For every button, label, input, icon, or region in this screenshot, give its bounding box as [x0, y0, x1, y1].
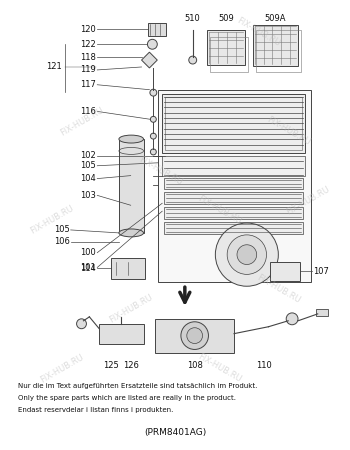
Text: 117: 117	[80, 80, 96, 89]
Text: FIX-HUB.RU: FIX-HUB.RU	[137, 155, 184, 187]
Bar	[164, 222, 303, 234]
Text: FIX-HUB.RU: FIX-HUB.RU	[38, 352, 85, 384]
Text: 120: 120	[80, 25, 96, 34]
Circle shape	[150, 133, 156, 139]
Text: 119: 119	[80, 65, 96, 74]
Bar	[148, 22, 166, 36]
Bar	[164, 178, 303, 189]
Text: 509: 509	[218, 14, 234, 22]
Bar	[155, 319, 234, 353]
Ellipse shape	[119, 135, 144, 143]
Bar	[162, 156, 305, 176]
Bar	[165, 97, 302, 150]
Text: FIX-HUB.RU: FIX-HUB.RU	[196, 352, 243, 384]
Text: 101: 101	[80, 263, 96, 272]
Text: 108: 108	[187, 361, 203, 370]
Text: 106: 106	[54, 237, 70, 246]
Circle shape	[77, 319, 86, 328]
Text: 100: 100	[80, 248, 96, 257]
Circle shape	[150, 89, 157, 96]
Circle shape	[227, 235, 266, 274]
Text: 126: 126	[123, 361, 139, 370]
Text: 118: 118	[80, 53, 96, 62]
Bar	[164, 207, 303, 219]
Text: 114: 114	[80, 264, 96, 273]
Text: Only the spare parts which are listed are really in the product.: Only the spare parts which are listed ar…	[18, 395, 236, 401]
Bar	[210, 37, 248, 72]
Text: 105: 105	[80, 161, 96, 170]
Text: 121: 121	[46, 63, 62, 72]
Text: 107: 107	[313, 267, 329, 276]
Text: 110: 110	[256, 361, 272, 370]
Text: 103: 103	[80, 191, 96, 200]
Polygon shape	[141, 52, 157, 68]
Bar	[162, 94, 305, 153]
Bar	[316, 309, 328, 316]
Text: FIX-HUB.RU: FIX-HUB.RU	[255, 273, 302, 305]
Bar	[111, 257, 146, 279]
Circle shape	[187, 328, 203, 343]
Circle shape	[181, 322, 209, 350]
Bar	[99, 324, 144, 343]
Text: Endast reservdelar i listan finns i produkten.: Endast reservdelar i listan finns i prod…	[18, 407, 173, 413]
Circle shape	[150, 149, 156, 155]
Text: 104: 104	[80, 174, 96, 183]
Text: FIX-HUB.RU: FIX-HUB.RU	[235, 16, 282, 49]
Text: FIX-HUB.RU: FIX-HUB.RU	[107, 293, 154, 325]
Circle shape	[286, 313, 298, 325]
Text: (PRM8401AG): (PRM8401AG)	[144, 428, 206, 437]
Text: FIX-HUB.RU: FIX-HUB.RU	[29, 204, 75, 236]
Text: 509A: 509A	[265, 14, 286, 22]
Text: 116: 116	[80, 107, 96, 116]
Text: 125: 125	[103, 361, 119, 370]
Text: 105: 105	[54, 225, 70, 234]
Text: FIX-HUB.RU: FIX-HUB.RU	[265, 115, 312, 147]
Text: 510: 510	[185, 14, 201, 22]
Ellipse shape	[119, 229, 144, 237]
Text: 122: 122	[80, 40, 96, 49]
Text: FIX-HUB.RU: FIX-HUB.RU	[196, 194, 243, 226]
Circle shape	[150, 117, 156, 122]
Circle shape	[189, 56, 197, 64]
Text: FIX-HUB.RU: FIX-HUB.RU	[58, 105, 105, 137]
Bar	[164, 193, 303, 204]
Circle shape	[147, 39, 157, 49]
Bar	[256, 31, 301, 72]
Circle shape	[215, 223, 278, 286]
Bar	[253, 24, 298, 66]
Bar	[158, 90, 311, 282]
Bar	[208, 31, 245, 65]
Bar	[271, 261, 300, 281]
Text: FIX-HUB.RU: FIX-HUB.RU	[285, 184, 331, 216]
Circle shape	[237, 245, 257, 265]
Text: Nur die im Text aufgeführten Ersatzteile sind tatsächlich im Produkt.: Nur die im Text aufgeführten Ersatzteile…	[18, 383, 257, 389]
Text: 102: 102	[80, 151, 96, 160]
Bar	[119, 139, 144, 233]
